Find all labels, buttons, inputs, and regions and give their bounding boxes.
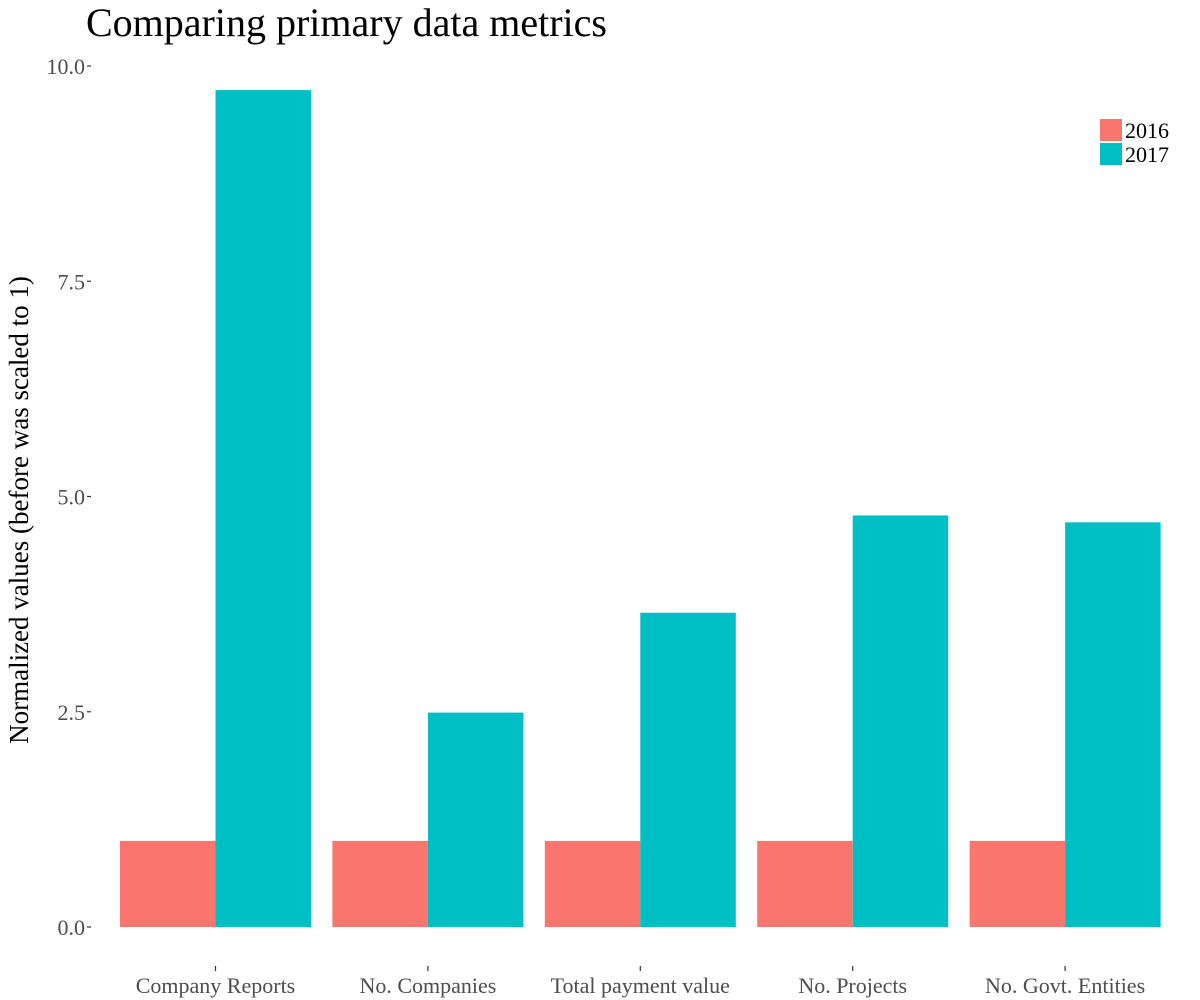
x-tick-label: No. Companies (359, 973, 496, 998)
bar-2016 (120, 840, 216, 927)
y-axis-label: Normalized values (before was scaled to … (4, 276, 34, 744)
bar-2017 (640, 612, 736, 927)
y-tick-label: 0.0 (58, 915, 86, 940)
bar-2017 (427, 712, 524, 927)
y-tick-label: 5.0 (58, 485, 86, 510)
bar-2016 (969, 840, 1066, 927)
y-tick-label: 2.5 (58, 700, 86, 725)
chart-title: Comparing primary data metrics (86, 0, 607, 45)
y-tick-label: 10.0 (47, 54, 86, 79)
y-axis-ticks: 0.0 2.5 5.0 7.5 10.0 (47, 54, 91, 940)
bar-2017 (852, 515, 949, 927)
legend-swatch-2017 (1100, 143, 1122, 165)
bar-2017 (215, 90, 311, 927)
bar-2016 (757, 840, 853, 927)
x-tick-label: No. Govt. Entities (985, 973, 1145, 998)
x-tick-label: Total payment value (551, 973, 730, 998)
legend-swatch-2016 (1100, 119, 1122, 141)
legend-label-2017: 2017 (1125, 142, 1169, 167)
bar-2016 (332, 840, 428, 927)
x-tick-label: No. Projects (798, 973, 907, 998)
y-tick-label: 7.5 (58, 269, 86, 294)
bars (120, 90, 1161, 927)
x-tick-label: Company Reports (136, 973, 296, 998)
bar-2017 (1065, 522, 1161, 927)
legend-label-2016: 2016 (1125, 118, 1169, 143)
x-axis-ticks: Company Reports No. Companies Total paymen… (136, 966, 1145, 998)
bar-2016 (544, 840, 641, 927)
